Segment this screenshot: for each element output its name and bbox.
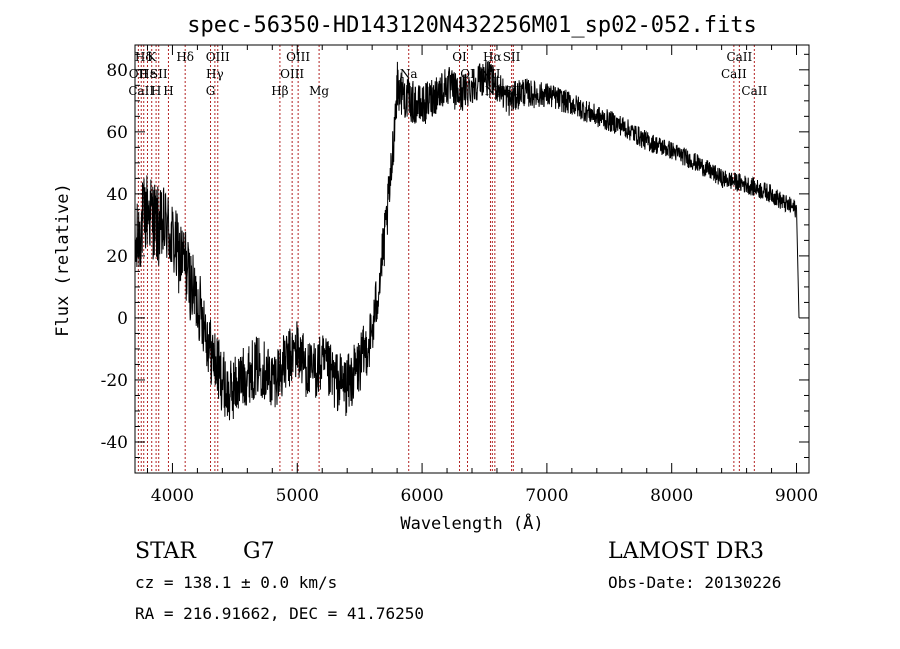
emission-line-labels: Hδ OII CaII K Hε H Hδ SII H OIII Hγ G OIII OIII Hβ Mg Na… [128, 50, 767, 98]
ra-dec-coordinates: RA = 216.91662, DEC = 41.76250 [135, 604, 424, 623]
y-tick-label: -40 [101, 433, 128, 453]
line-marker-label: Hα [483, 50, 502, 64]
x-tick-label: 6000 [400, 486, 443, 506]
line-marker-label: G [206, 84, 216, 98]
line-marker-label: Na [400, 67, 418, 81]
object-class: STAR [135, 539, 197, 564]
observation-date: Obs-Date: 20130226 [608, 573, 781, 592]
line-marker-label: Hδ [176, 50, 194, 64]
line-marker-label: OIII [286, 50, 310, 64]
x-tick-label: 5000 [276, 486, 319, 506]
line-marker-label: OII [129, 67, 149, 81]
subclass: G7 [243, 539, 275, 564]
line-marker-label: Mg [309, 84, 329, 98]
line-marker-label: K [147, 50, 157, 64]
line-marker-label: H [151, 84, 161, 98]
y-tick-label: -20 [101, 371, 128, 391]
line-marker-label: CaII [741, 84, 767, 98]
x-axis-label: Wavelength (Å) [400, 512, 543, 534]
emission-line-markers [137, 45, 755, 473]
x-tick-labels: 4000 5000 6000 7000 8000 9000 [151, 486, 818, 506]
y-tick-label: 60 [106, 123, 128, 143]
chart-title: spec-56350-HD143120N432256M01_sp02-052.f… [187, 13, 757, 38]
line-marker-label: Hγ [206, 67, 224, 81]
line-marker-label: OI [460, 67, 475, 81]
line-marker-label: Hε [139, 67, 156, 81]
plot-frame [134, 44, 810, 474]
line-marker-label: SII [150, 67, 168, 81]
survey-name: LAMOST DR3 [608, 539, 764, 564]
y-tick-label: 0 [117, 309, 128, 329]
axis-ticks [135, 45, 809, 474]
line-marker-label: Hβ [271, 84, 288, 98]
line-marker-label: SII [503, 50, 521, 64]
redshift-cz: cz = 138.1 ± 0.0 km/s [135, 573, 337, 592]
line-marker-label: Hδ [135, 50, 153, 64]
x-tick-label: 9000 [775, 486, 818, 506]
x-tick-label: 4000 [151, 486, 194, 506]
y-tick-label: 40 [106, 185, 128, 205]
line-marker-label: OIII [280, 67, 304, 81]
y-tick-label: 80 [106, 61, 128, 81]
spectrum-line [134, 60, 800, 421]
x-tick-label: 7000 [525, 486, 568, 506]
line-marker-label: H [163, 84, 173, 98]
line-marker-label: OIII [206, 50, 230, 64]
line-marker-label: OI [452, 50, 467, 64]
line-marker-label: CaII [721, 67, 747, 81]
y-tick-label: 20 [106, 247, 128, 267]
y-axis-label: Flux (relative) [53, 183, 73, 337]
line-marker-label: CaII [726, 50, 752, 64]
y-tick-labels: -40 -20 0 20 40 60 80 [101, 61, 128, 453]
x-tick-label: 8000 [650, 486, 693, 506]
